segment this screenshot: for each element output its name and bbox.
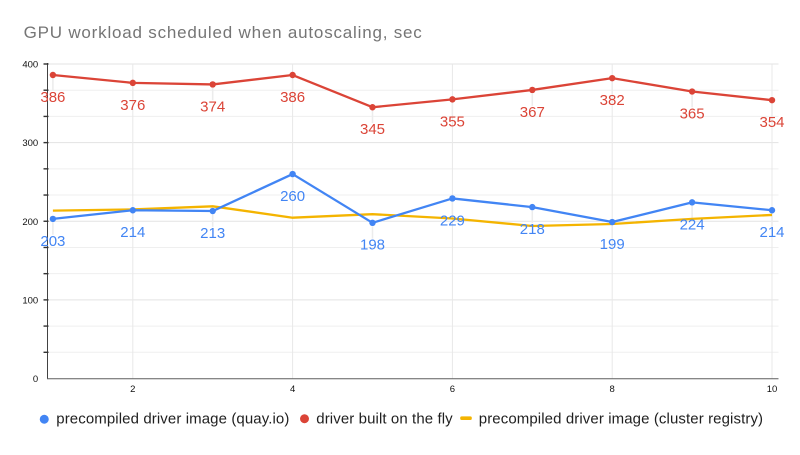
svg-text:214: 214 (120, 224, 145, 241)
svg-text:driver built on the fly: driver built on the fly (316, 411, 453, 428)
svg-text:precompiled driver image (clus: precompiled driver image (cluster regist… (479, 411, 763, 428)
svg-text:203: 203 (40, 233, 65, 250)
svg-text:8: 8 (610, 384, 615, 395)
svg-text:224: 224 (680, 216, 705, 233)
svg-text:354: 354 (759, 114, 784, 131)
svg-text:GPU workload scheduled when au: GPU workload scheduled when autoscaling,… (24, 23, 423, 42)
svg-text:386: 386 (40, 89, 65, 106)
svg-text:386: 386 (280, 89, 305, 106)
svg-text:6: 6 (450, 384, 455, 395)
svg-text:2: 2 (130, 384, 135, 395)
svg-text:382: 382 (600, 92, 625, 109)
svg-text:365: 365 (680, 105, 705, 122)
svg-text:200: 200 (22, 217, 38, 228)
svg-text:355: 355 (440, 113, 465, 130)
svg-text:precompiled driver image (quay: precompiled driver image (quay.io) (56, 411, 289, 428)
svg-text:10: 10 (767, 384, 778, 395)
svg-text:374: 374 (200, 98, 225, 115)
svg-text:376: 376 (120, 97, 145, 114)
svg-text:100: 100 (22, 295, 38, 306)
svg-text:198: 198 (360, 237, 385, 254)
svg-text:199: 199 (600, 236, 625, 253)
svg-text:213: 213 (200, 225, 225, 242)
svg-text:214: 214 (759, 224, 784, 241)
svg-text:367: 367 (520, 104, 545, 121)
svg-text:229: 229 (440, 212, 465, 229)
svg-text:260: 260 (280, 188, 305, 205)
svg-text:345: 345 (360, 121, 385, 138)
svg-text:400: 400 (22, 60, 38, 71)
svg-text:4: 4 (290, 384, 295, 395)
svg-text:300: 300 (22, 138, 38, 149)
svg-text:0: 0 (33, 374, 38, 385)
svg-text:218: 218 (520, 221, 545, 238)
